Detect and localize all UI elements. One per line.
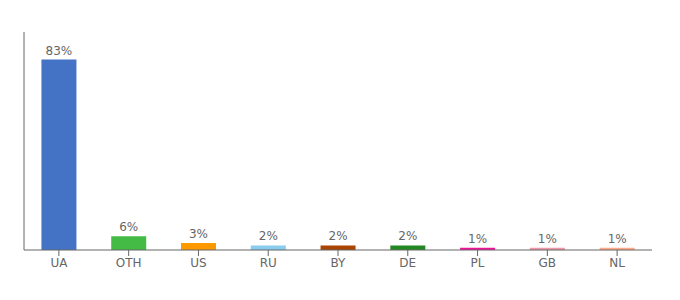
svg-text:83%: 83% [46,44,73,58]
svg-text:2%: 2% [329,229,348,243]
svg-text:DE: DE [399,256,416,270]
svg-text:UA: UA [50,256,68,270]
svg-text:RU: RU [260,256,277,270]
svg-text:1%: 1% [538,232,557,246]
svg-text:1%: 1% [608,232,627,246]
svg-text:US: US [190,256,206,270]
svg-text:2%: 2% [398,229,417,243]
svg-text:3%: 3% [189,227,208,241]
svg-text:OTH: OTH [116,256,142,270]
svg-text:PL: PL [471,256,485,270]
svg-text:NL: NL [609,256,625,270]
svg-text:2%: 2% [259,229,278,243]
svg-text:BY: BY [331,256,347,270]
svg-text:GB: GB [539,256,557,270]
svg-text:1%: 1% [468,232,487,246]
svg-text:6%: 6% [119,220,138,234]
